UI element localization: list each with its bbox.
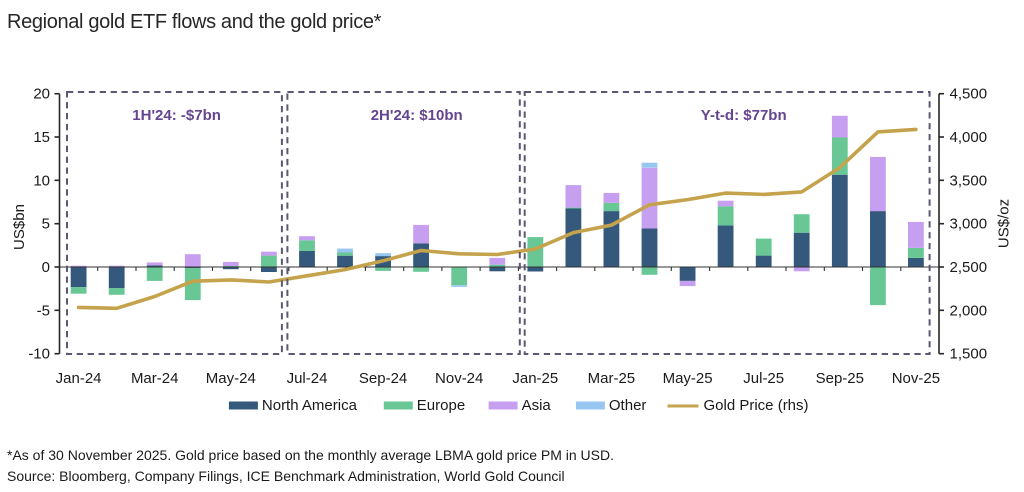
svg-text:Europe: Europe: [417, 397, 465, 414]
svg-text:4,500: 4,500: [950, 86, 988, 103]
svg-text:Jul-25: Jul-25: [743, 370, 784, 387]
svg-text:Sep-24: Sep-24: [359, 370, 407, 387]
svg-text:5: 5: [42, 216, 50, 233]
svg-text:Mar-25: Mar-25: [588, 370, 636, 387]
svg-text:2,500: 2,500: [950, 259, 988, 276]
svg-text:Nov-24: Nov-24: [435, 370, 483, 387]
svg-text:10: 10: [33, 172, 50, 189]
svg-text:2H'24: $10bn: 2H'24: $10bn: [371, 107, 463, 124]
svg-text:4,000: 4,000: [950, 129, 988, 146]
svg-text:Asia: Asia: [522, 397, 552, 414]
svg-text:May-24: May-24: [206, 370, 256, 387]
svg-text:Mar-24: Mar-24: [131, 370, 179, 387]
svg-text:Jul-24: Jul-24: [287, 370, 328, 387]
svg-text:-10: -10: [28, 346, 50, 363]
svg-text:US$/oz: US$/oz: [996, 199, 1013, 248]
svg-text:Source: Bloomberg, Company Fil: Source: Bloomberg, Company Filings, ICE …: [7, 468, 565, 484]
svg-text:3,000: 3,000: [950, 216, 988, 233]
svg-text:20: 20: [33, 86, 50, 103]
svg-text:*As of 30 November 2025. Gold: *As of 30 November 2025. Gold price base…: [7, 447, 614, 463]
svg-text:Sep-25: Sep-25: [816, 370, 864, 387]
svg-text:1,500: 1,500: [950, 346, 988, 363]
svg-text:-5: -5: [37, 302, 50, 319]
svg-text:2,000: 2,000: [950, 302, 988, 319]
svg-text:US$bn: US$bn: [11, 204, 28, 250]
svg-text:Regional gold ETF flows and th: Regional gold ETF flows and the gold pri…: [7, 11, 382, 33]
svg-text:1H'24: -$7bn: 1H'24: -$7bn: [132, 107, 221, 124]
svg-text:Jan-24: Jan-24: [56, 370, 102, 387]
svg-text:Other: Other: [609, 397, 647, 414]
svg-text:15: 15: [33, 129, 50, 146]
svg-text:Jan-25: Jan-25: [512, 370, 558, 387]
svg-text:Nov-25: Nov-25: [892, 370, 940, 387]
svg-text:Y-t-d: $77bn: Y-t-d: $77bn: [701, 107, 787, 124]
svg-text:Gold Price (rhs): Gold Price (rhs): [704, 397, 809, 414]
svg-text:0: 0: [42, 259, 50, 276]
svg-text:May-25: May-25: [663, 370, 713, 387]
svg-text:North America: North America: [262, 397, 358, 414]
svg-text:3,500: 3,500: [950, 172, 988, 189]
